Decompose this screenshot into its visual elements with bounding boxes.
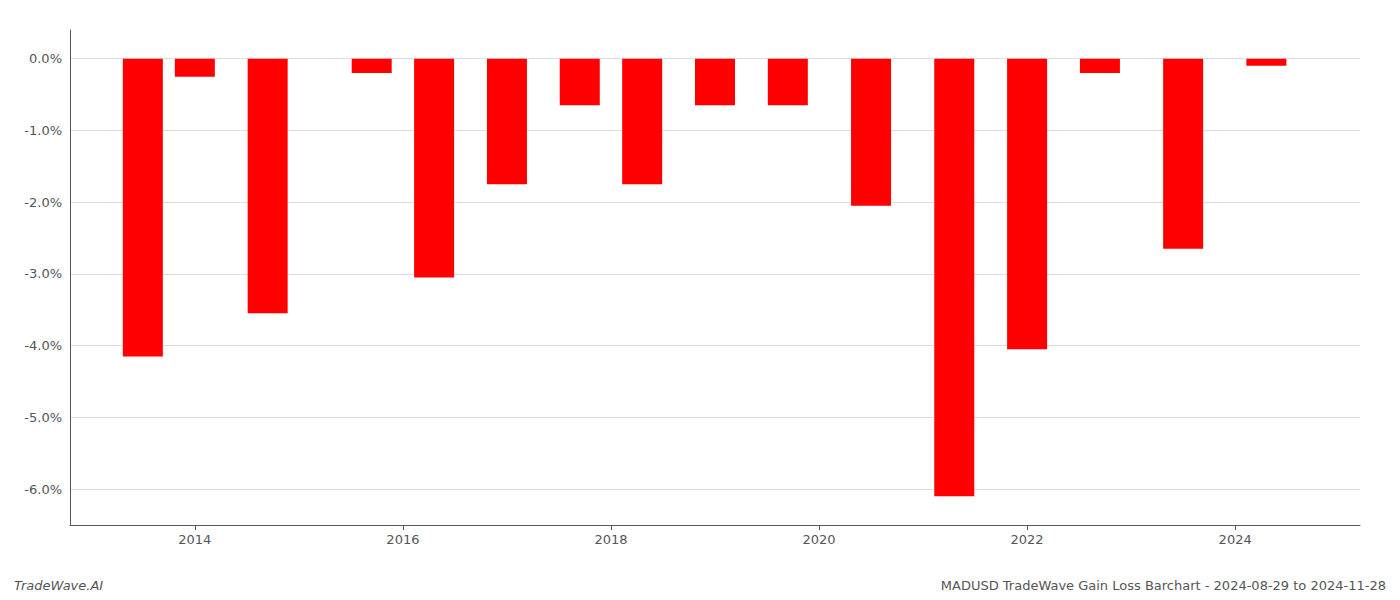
svg-text:-6.0%: -6.0% [24, 482, 62, 497]
svg-text:2018: 2018 [594, 532, 627, 547]
svg-text:TradeWave.AI: TradeWave.AI [14, 578, 103, 593]
svg-text:MADUSD TradeWave Gain Loss Bar: MADUSD TradeWave Gain Loss Barchart - 20… [941, 578, 1386, 593]
svg-text:2020: 2020 [802, 532, 835, 547]
svg-text:2022: 2022 [1011, 532, 1044, 547]
svg-text:-4.0%: -4.0% [24, 338, 62, 353]
svg-text:2016: 2016 [386, 532, 419, 547]
svg-text:-1.0%: -1.0% [24, 123, 62, 138]
svg-text:2024: 2024 [1219, 532, 1252, 547]
svg-text:-3.0%: -3.0% [24, 266, 62, 281]
svg-text:-5.0%: -5.0% [24, 410, 62, 425]
svg-text:0.0%: 0.0% [29, 51, 62, 66]
svg-text:-2.0%: -2.0% [24, 195, 62, 210]
svg-text:2014: 2014 [178, 532, 211, 547]
